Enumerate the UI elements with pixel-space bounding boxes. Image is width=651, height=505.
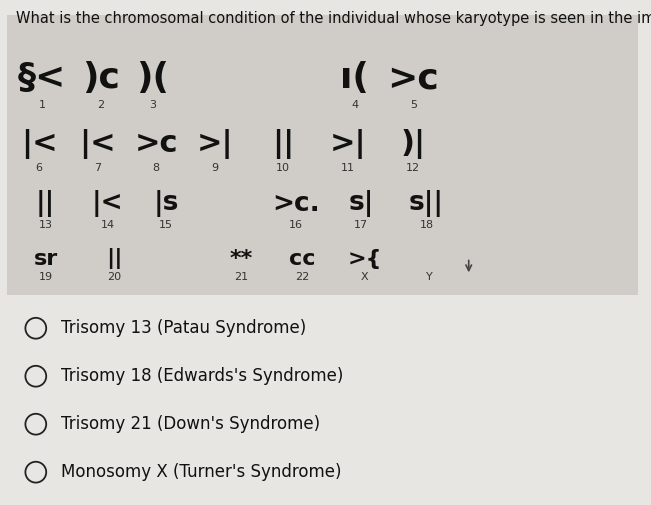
Text: ı(: ı( (340, 61, 369, 95)
Text: >|: >| (330, 129, 367, 159)
Text: 22: 22 (296, 272, 310, 282)
Text: |<: |< (21, 129, 57, 159)
Text: 16: 16 (289, 220, 303, 230)
Text: 18: 18 (419, 220, 434, 230)
Text: 3: 3 (150, 99, 156, 110)
Text: >c.: >c. (272, 190, 320, 217)
Text: 7: 7 (94, 163, 101, 173)
Text: 21: 21 (234, 272, 248, 282)
Text: 10: 10 (276, 163, 290, 173)
FancyBboxPatch shape (7, 15, 638, 295)
Text: Monosomy X (Turner's Syndrome): Monosomy X (Turner's Syndrome) (61, 463, 341, 481)
Text: 14: 14 (100, 220, 115, 230)
Text: **: ** (229, 248, 253, 269)
Text: §<: §< (18, 61, 66, 95)
Text: >{: >{ (348, 248, 381, 269)
Text: >|: >| (197, 129, 233, 159)
Text: 19: 19 (38, 272, 53, 282)
Text: 17: 17 (354, 220, 368, 230)
Text: 11: 11 (341, 163, 355, 173)
FancyBboxPatch shape (0, 295, 651, 505)
Text: 1: 1 (39, 99, 46, 110)
Text: 8: 8 (153, 163, 159, 173)
Text: What is the chromosomal condition of the individual whose karyotype is seen in t: What is the chromosomal condition of the… (16, 11, 651, 26)
Text: s|: s| (349, 190, 374, 217)
Text: 20: 20 (107, 272, 121, 282)
Text: cc: cc (290, 248, 316, 269)
Text: )|: )| (401, 129, 426, 159)
Text: Y: Y (426, 272, 433, 282)
Text: 5: 5 (410, 99, 417, 110)
Text: ||: || (36, 190, 55, 217)
Text: 4: 4 (352, 99, 358, 110)
Text: |<: |< (79, 129, 116, 159)
Text: |s: |s (154, 190, 178, 217)
Text: 15: 15 (159, 220, 173, 230)
Text: >c: >c (135, 129, 178, 159)
Text: Trisomy 21 (Down's Syndrome): Trisomy 21 (Down's Syndrome) (61, 415, 320, 433)
Text: Trisomy 18 (Edwards's Syndrome): Trisomy 18 (Edwards's Syndrome) (61, 367, 343, 385)
Text: >c: >c (387, 61, 439, 95)
Text: s||: s|| (409, 190, 444, 217)
Text: 9: 9 (212, 163, 218, 173)
Text: 13: 13 (38, 220, 53, 230)
Text: 6: 6 (36, 163, 42, 173)
Text: ||: || (272, 129, 294, 159)
Text: )c: )c (82, 61, 120, 95)
Text: 2: 2 (98, 99, 104, 110)
Text: X: X (361, 272, 368, 282)
Text: sr: sr (33, 248, 58, 269)
Text: 12: 12 (406, 163, 421, 173)
Text: Trisomy 13 (Patau Syndrome): Trisomy 13 (Patau Syndrome) (61, 319, 306, 337)
Text: )(: )( (137, 61, 169, 95)
Text: |<: |< (92, 190, 123, 217)
Text: ||: || (105, 248, 122, 269)
